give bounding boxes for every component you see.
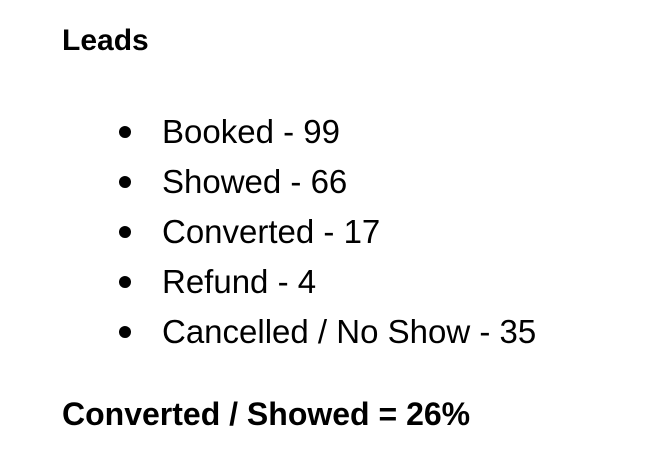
- list-item: Refund - 4: [115, 260, 536, 310]
- list-item: Booked - 99: [115, 110, 536, 160]
- list-item: Showed - 66: [115, 160, 536, 210]
- heading-leads: Leads: [62, 24, 149, 57]
- conversion-summary: Converted / Showed = 26%: [62, 396, 471, 432]
- leads-list: Booked - 99 Showed - 66 Converted - 17 R…: [115, 110, 536, 360]
- list-item: Cancelled / No Show - 35: [115, 310, 536, 360]
- list-item: Converted - 17: [115, 210, 536, 260]
